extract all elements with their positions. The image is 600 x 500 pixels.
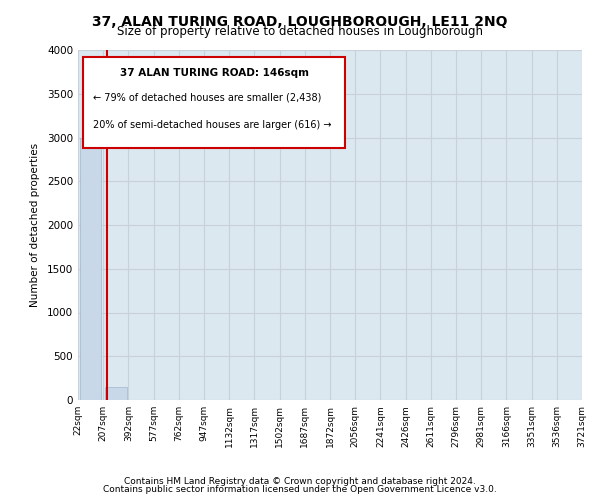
FancyBboxPatch shape	[83, 57, 345, 148]
Y-axis label: Number of detached properties: Number of detached properties	[30, 143, 40, 307]
Text: 37, ALAN TURING ROAD, LOUGHBOROUGH, LE11 2NQ: 37, ALAN TURING ROAD, LOUGHBOROUGH, LE11…	[92, 15, 508, 29]
Text: Size of property relative to detached houses in Loughborough: Size of property relative to detached ho…	[117, 25, 483, 38]
Text: 20% of semi-detached houses are larger (616) →: 20% of semi-detached houses are larger (…	[93, 120, 332, 130]
Bar	[80, 138, 101, 400]
Text: 37 ALAN TURING ROAD: 146sqm: 37 ALAN TURING ROAD: 146sqm	[119, 68, 308, 78]
Text: Contains public sector information licensed under the Open Government Licence v3: Contains public sector information licen…	[103, 485, 497, 494]
Text: Contains HM Land Registry data © Crown copyright and database right 2024.: Contains HM Land Registry data © Crown c…	[124, 477, 476, 486]
Bar	[105, 387, 127, 400]
Text: ← 79% of detached houses are smaller (2,438): ← 79% of detached houses are smaller (2,…	[93, 92, 322, 102]
